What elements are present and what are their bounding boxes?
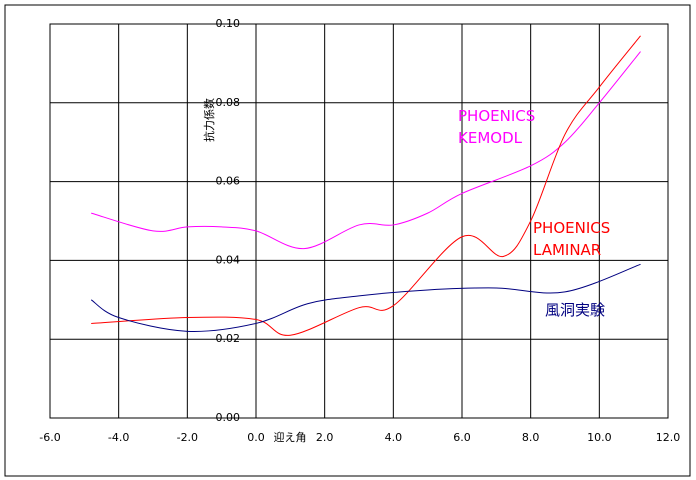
series-label: PHOENICS LAMINAR [533, 219, 611, 259]
y-axis-label: 抗力係数 [202, 98, 216, 142]
frame [4, 4, 691, 477]
series-line [91, 51, 641, 250]
y-tick-label: 0.08 [216, 96, 241, 109]
x-tick-label: -6.0 [39, 431, 60, 444]
x-axis-label: 迎え角 [274, 431, 307, 444]
x-tick-label: 10.0 [587, 431, 612, 444]
x-tick-label: 4.0 [385, 431, 403, 444]
y-tick-label: 0.04 [216, 253, 241, 266]
x-tick-label: -2.0 [177, 431, 198, 444]
y-tick-label: 0.02 [216, 332, 241, 345]
x-tick-label: 8.0 [522, 431, 540, 444]
series-label: PHOENICS KEMODL [458, 107, 536, 147]
x-tick-label: 6.0 [453, 431, 471, 444]
x-tick-label: -4.0 [108, 431, 129, 444]
x-tick-label: 12.0 [656, 431, 681, 444]
series-label: 風洞実験 [545, 301, 606, 319]
series-line [90, 263, 641, 332]
plot-border [49, 23, 669, 419]
y-tick-label: 0.06 [216, 175, 241, 188]
x-tick-label: 2.0 [316, 431, 334, 444]
x-tick-label: 0.0 [247, 431, 265, 444]
series-line [91, 35, 641, 336]
